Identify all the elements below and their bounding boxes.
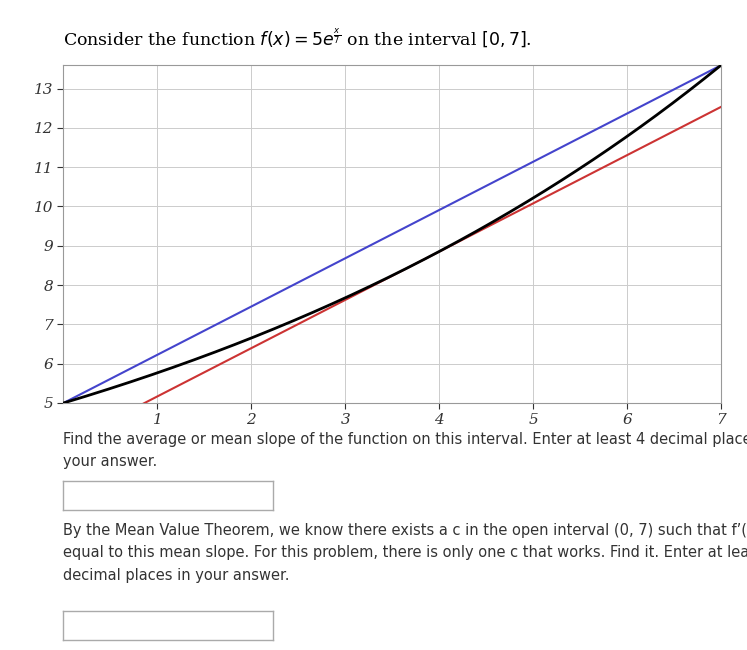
Text: Consider the function $f(x) = 5e^{\frac{x}{7}}$ on the interval $[0, 7]$.: Consider the function $f(x) = 5e^{\frac{… <box>63 26 533 49</box>
Text: Find the average or mean slope of the function on this interval. Enter at least : Find the average or mean slope of the fu… <box>63 432 747 469</box>
Text: By the Mean Value Theorem, we know there exists a c in the open interval (0, 7) : By the Mean Value Theorem, we know there… <box>63 523 747 582</box>
